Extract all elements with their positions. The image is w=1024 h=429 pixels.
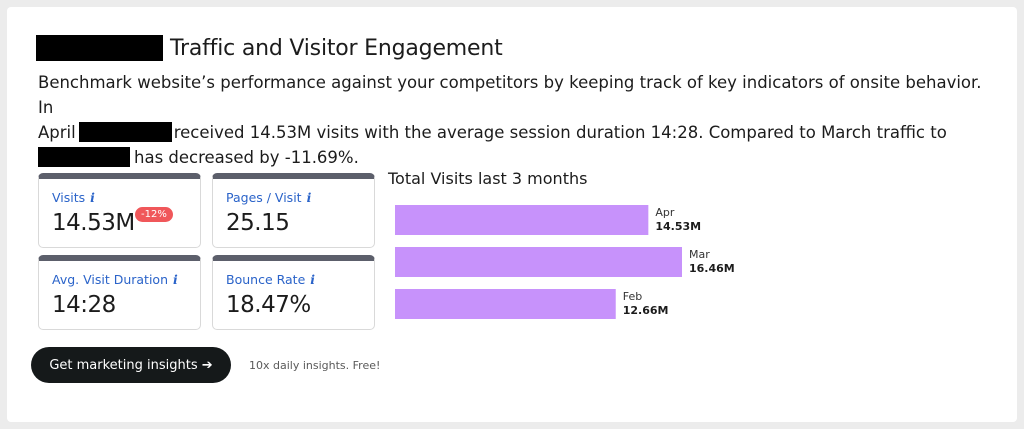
redacted-domain: [38, 147, 130, 167]
description-line-2-text: received 14.53M visits with the average …: [173, 123, 947, 142]
info-icon[interactable]: i: [90, 190, 95, 205]
description-line-2: April received 14.53M visits with the ave…: [38, 120, 988, 145]
metric-visits: Visits i 14.53M -12%: [38, 173, 201, 248]
title-row: Traffic and Visitor Engagement: [36, 33, 503, 63]
redacted-domain: [36, 35, 163, 61]
description-line-3: has decreased by -11.69%.: [38, 145, 988, 170]
page-title: Traffic and Visitor Engagement: [170, 35, 503, 61]
info-icon[interactable]: i: [306, 190, 312, 205]
bar-apr: [395, 205, 649, 235]
metric-pages-per-visit: Pages / Visit i 25.15: [212, 173, 375, 248]
description-line-1: Benchmark website’s performance against …: [38, 73, 982, 117]
redacted-domain: [78, 122, 172, 142]
change-badge: -12%: [135, 207, 173, 222]
metric-visits-value: 14.53M: [52, 210, 135, 236]
metric-pages-value: 25.15: [226, 210, 290, 236]
metric-avg-visit-duration: Avg. Visit Duration i 14:28: [38, 255, 201, 330]
metric-duration-value: 14:28: [52, 292, 116, 318]
description-month: April: [38, 123, 76, 142]
bar-value-label: 12.66M: [623, 304, 669, 317]
description-line-3-text: has decreased by -11.69%.: [134, 148, 359, 167]
metric-bounce-rate: Bounce Rate i 18.47%: [212, 255, 375, 330]
chart-title: Total Visits last 3 months: [388, 169, 588, 188]
metric-bounce-label[interactable]: Bounce Rate i: [226, 272, 316, 287]
bar-category-label: Feb: [623, 290, 642, 303]
get-marketing-insights-button[interactable]: Get marketing insights ➔: [31, 347, 231, 383]
bar-category-label: Mar: [689, 248, 710, 261]
bar-value-label: 16.46M: [689, 262, 735, 275]
metric-visits-label[interactable]: Visits i: [52, 190, 95, 205]
cta-note: 10x daily insights. Free!: [249, 359, 381, 372]
description: Benchmark website’s performance against …: [38, 70, 988, 170]
metric-duration-label[interactable]: Avg. Visit Duration i: [52, 272, 178, 287]
info-icon[interactable]: i: [173, 272, 178, 287]
metric-bounce-value: 18.47%: [226, 292, 311, 318]
bar-mar: [395, 247, 682, 277]
metric-pages-label[interactable]: Pages / Visit i: [226, 190, 312, 205]
bar-category-label: Apr: [655, 206, 675, 219]
bar-value-label: 14.53M: [655, 220, 701, 233]
bar-feb: [395, 289, 616, 319]
info-icon[interactable]: i: [310, 272, 316, 287]
